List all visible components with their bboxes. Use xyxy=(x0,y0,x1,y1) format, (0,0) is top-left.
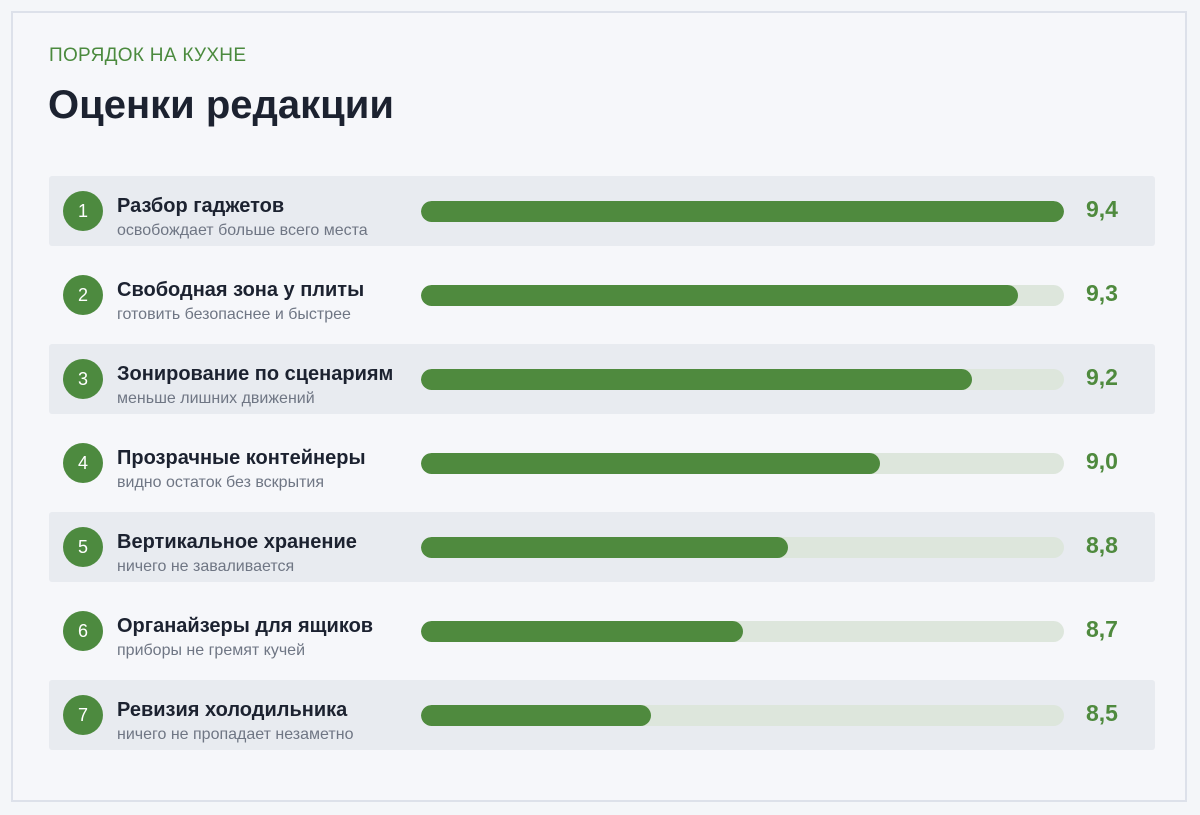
rating-name: Органайзеры для ящиков xyxy=(117,615,374,637)
score-bar-track xyxy=(421,369,1064,390)
rating-name: Разбор гаджетов xyxy=(117,195,285,217)
score-value: 9,4 xyxy=(1086,196,1118,222)
rating-description: ничего не пропадает незаметно xyxy=(117,726,354,743)
score-bar xyxy=(421,285,1019,306)
score-bar xyxy=(421,369,973,390)
page-title: Оценки редакции xyxy=(48,83,394,127)
score-bar-track xyxy=(421,453,1064,474)
rating-description: ничего не заваливается xyxy=(117,558,295,575)
rating-row: 4 Прозрачные контейнеры видно остаток без … xyxy=(49,428,1155,498)
score-bar xyxy=(421,537,789,558)
score-value: 9,2 xyxy=(1086,364,1118,390)
rating-description: видно остаток без вскрытия xyxy=(117,474,324,491)
score-value: 9,0 xyxy=(1086,448,1118,474)
score-bar xyxy=(421,705,651,726)
rating-row: 6 Органайзеры для ящиков приборы не гремят… xyxy=(49,596,1155,666)
score-bar-track xyxy=(421,285,1064,306)
score-bar xyxy=(421,453,881,474)
ratings-card: ПОРЯДОК НА КУХНЕ Оценки редакции 1 Разбор… xyxy=(11,11,1187,802)
rank-badge: 7 xyxy=(63,695,103,735)
rating-row: 2 Свободная зона у плиты готовить безопасн… xyxy=(49,260,1155,330)
score-value: 8,5 xyxy=(1086,700,1118,726)
rating-description: меньше лишних движений xyxy=(117,390,315,407)
rating-row: 3 Зонирование по сценариям меньше лишних д… xyxy=(49,344,1155,414)
rating-description: освобождает больше всего места xyxy=(117,222,368,239)
rank-badge: 1 xyxy=(63,191,103,231)
score-bar-track xyxy=(421,621,1064,642)
section-kicker: ПОРЯДОК НА КУХНЕ xyxy=(49,45,247,66)
rating-name: Прозрачные контейнеры xyxy=(117,447,366,469)
score-bar xyxy=(421,201,1064,222)
rating-row: 1 Разбор гаджетов освобождает больше всего… xyxy=(49,176,1155,246)
rating-description: приборы не гремят кучей xyxy=(117,642,306,659)
rank-badge: 2 xyxy=(63,275,103,315)
score-value: 9,3 xyxy=(1086,280,1118,306)
rank-badge: 4 xyxy=(63,443,103,483)
rank-badge: 5 xyxy=(63,527,103,567)
score-value: 8,7 xyxy=(1086,616,1118,642)
rank-badge: 6 xyxy=(63,611,103,651)
rank-badge: 3 xyxy=(63,359,103,399)
rating-name: Вертикальное хранение xyxy=(117,531,357,553)
score-bar-track xyxy=(421,705,1064,726)
rating-name: Свободная зона у плиты xyxy=(117,279,365,301)
score-bar-track xyxy=(421,201,1064,222)
rating-description: готовить безопаснее и быстрее xyxy=(117,306,351,323)
ratings-list: 1 Разбор гаджетов освобождает больше всего… xyxy=(49,176,1155,764)
score-bar xyxy=(421,621,743,642)
rating-row: 7 Ревизия холодильника ничего не пропадает… xyxy=(49,680,1155,750)
rating-name: Зонирование по сценариям xyxy=(117,363,394,385)
score-bar-track xyxy=(421,537,1064,558)
rating-row: 5 Вертикальное хранение ничего не завалива… xyxy=(49,512,1155,582)
score-value: 8,8 xyxy=(1086,532,1118,558)
rating-name: Ревизия холодильника xyxy=(117,699,348,721)
